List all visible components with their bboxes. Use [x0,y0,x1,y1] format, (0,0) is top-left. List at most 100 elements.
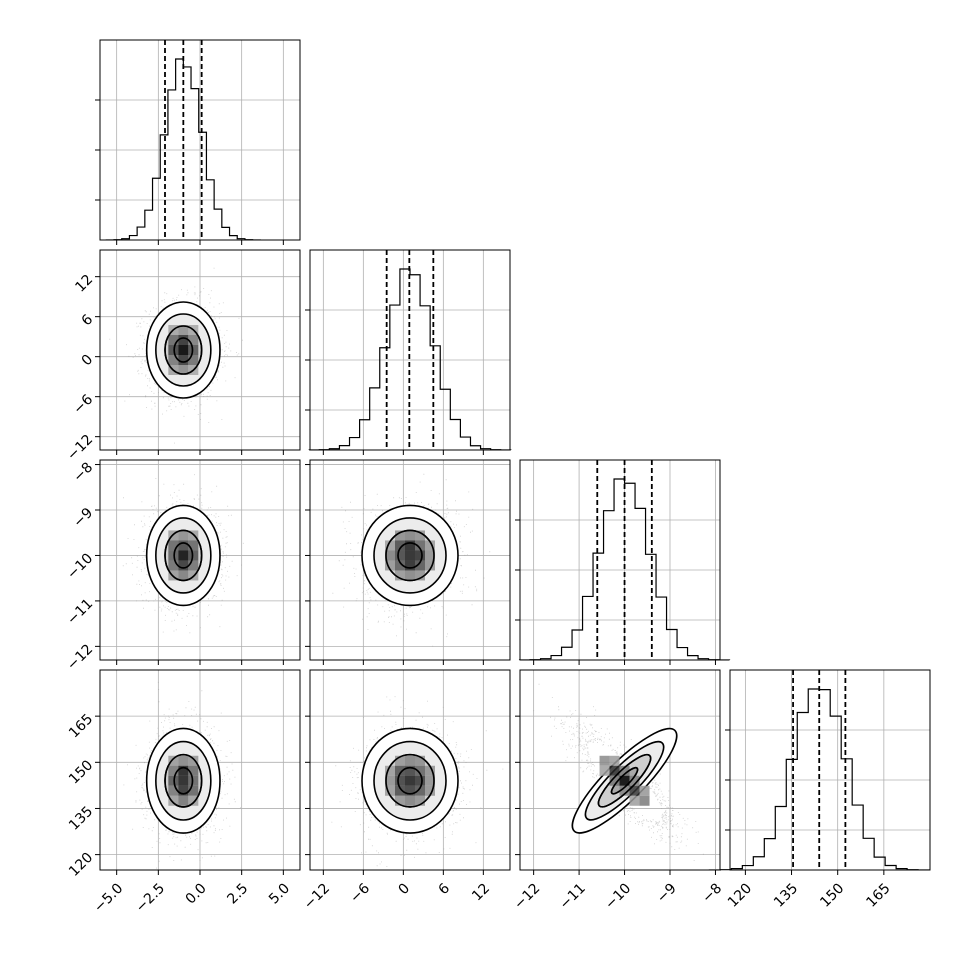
scatter-panel [99,249,301,451]
x-tick-label: 12 [469,880,493,904]
density-cell [168,785,179,796]
x-tick-label: 0.0 [183,880,210,907]
density-cell [415,560,425,571]
density-cell [395,775,405,786]
density-cell [178,530,189,541]
density-cell [178,795,189,806]
x-tick-label: −10 [602,880,634,912]
x-tick-label: 150 [817,880,847,910]
density-cell [188,560,199,571]
panel-frame [729,669,931,871]
density-cell [385,550,395,561]
density-cell [188,785,199,796]
histogram-panel [518,459,731,661]
panel-content [331,696,504,867]
density-cell [405,755,415,766]
x-tick-label: −2.5 [133,880,168,915]
contour-line [173,766,194,795]
density-cell [405,530,415,541]
density-cell [385,785,395,796]
density-cell [425,765,435,776]
panel-frame [519,669,721,871]
density-cell [188,795,199,806]
density-cell [188,345,199,355]
density-cell [425,540,435,551]
scatter-panel [99,669,301,871]
density-cell [178,550,189,561]
density-cell [188,775,199,786]
density-cell [178,775,189,786]
density-cell [168,345,179,355]
x-tick-label: 120 [725,880,755,910]
x-tick-label: 0 [395,880,413,898]
y-tick-label: −9 [70,505,96,531]
density-cell [168,560,179,571]
density-cell [188,755,199,766]
density-cell [619,775,630,786]
density-cell [395,795,405,806]
scatter-panel [309,669,511,871]
density-cell [629,795,640,806]
contour-line [164,753,203,808]
density-cell [178,755,189,766]
density-cell [405,540,415,551]
density-cell [168,765,179,776]
density-cell [395,550,405,561]
histogram-step [105,58,261,241]
density-cell [168,775,179,786]
contour-line [385,753,435,808]
density-cell [178,345,189,355]
panel-content [109,267,243,444]
density-cell [168,795,179,806]
y-tick-label: −6 [70,392,96,418]
density-cell [395,755,405,766]
contour-line [385,529,435,582]
x-tick-label: −6 [347,880,373,906]
density-cell [415,540,425,551]
density-cell [609,765,620,776]
density-cell [629,785,640,796]
density-cell [629,775,640,786]
density-cell [415,550,425,561]
contour-line [397,542,423,569]
x-tick-label: −5.0 [91,880,126,915]
density-cell [619,765,630,776]
x-tick-label: 135 [771,880,801,910]
histogram-panel [708,669,931,871]
panel-content [122,474,244,634]
x-tick-label: −12 [301,880,333,912]
histogram-step [308,268,512,451]
density-cell [619,785,630,796]
density-cell [425,560,435,571]
x-tick-label: −9 [654,880,680,906]
density-cell [395,765,405,776]
density-cell [168,550,179,561]
density-cell [415,775,425,786]
density-cell [385,540,395,551]
histogram-step [518,478,731,661]
density-cell [188,550,199,561]
density-cell [178,570,189,581]
density-cell [188,335,199,345]
x-tick-label: 6 [435,880,453,898]
panel-frame [519,459,721,661]
contour-line [164,325,203,375]
density-cell [168,755,179,766]
density-cell [405,765,415,776]
y-tick-label: −12 [64,432,96,464]
contour-line [173,337,194,363]
y-tick-label: −12 [64,641,96,673]
density-cell [609,775,620,786]
y-tick-label: 165 [66,711,96,741]
density-cell [415,570,425,581]
panel-content [332,473,491,647]
scatter-points [123,681,241,869]
panel-frame [309,249,511,451]
density-cell [178,335,189,345]
y-tick-label: 135 [66,803,96,833]
density-cell [395,540,405,551]
scatter-panel [99,459,301,661]
density-cell [188,540,199,551]
density-cell [178,785,189,796]
contour-line [173,542,194,569]
